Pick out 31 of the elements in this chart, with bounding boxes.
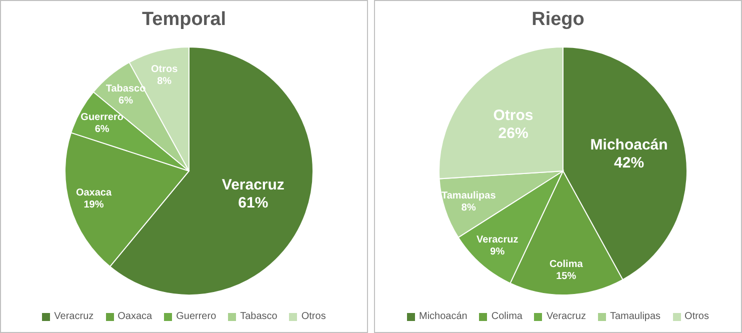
legend-label: Tabasco — [240, 311, 278, 322]
data-label: 8% — [461, 202, 476, 214]
slice-label: Otros — [150, 64, 178, 75]
data-label: 42% — [614, 154, 644, 172]
slice-label: Tamaulipas — [442, 190, 496, 202]
slice-label: Michoacán — [590, 136, 668, 154]
legend-label: Guerrero — [176, 311, 216, 322]
legend-label: Veracruz — [546, 311, 586, 322]
slice-label: Colima — [549, 259, 584, 270]
chart-title: Riego — [530, 9, 586, 31]
slice-label: Oaxaca — [76, 188, 112, 199]
data-label: 8% — [157, 76, 172, 87]
legend-label: Oaxaca — [118, 311, 152, 322]
data-label: 61% — [238, 194, 268, 212]
data-label: 15% — [556, 271, 576, 282]
slice-label: Guerrero — [80, 112, 124, 124]
legend-label: Michoacán — [419, 311, 468, 322]
legend-label: Otros — [301, 311, 326, 322]
slice-label: Veracruz — [222, 176, 284, 194]
data-label: 6% — [118, 96, 134, 107]
data-label: 26% — [498, 124, 528, 142]
slice-label: Veracruz — [476, 234, 518, 246]
legend-label: Otros — [684, 311, 709, 322]
chart-title: Temporal — [140, 9, 228, 31]
legend-label: Veracruz — [54, 311, 94, 322]
data-label: 19% — [84, 200, 104, 211]
legend-label: Tamaulipas — [610, 311, 661, 322]
slice-label: Otros — [493, 106, 534, 124]
legend-label: Colima — [491, 311, 522, 322]
data-label: 9% — [490, 246, 505, 258]
data-label: 6% — [94, 124, 110, 136]
